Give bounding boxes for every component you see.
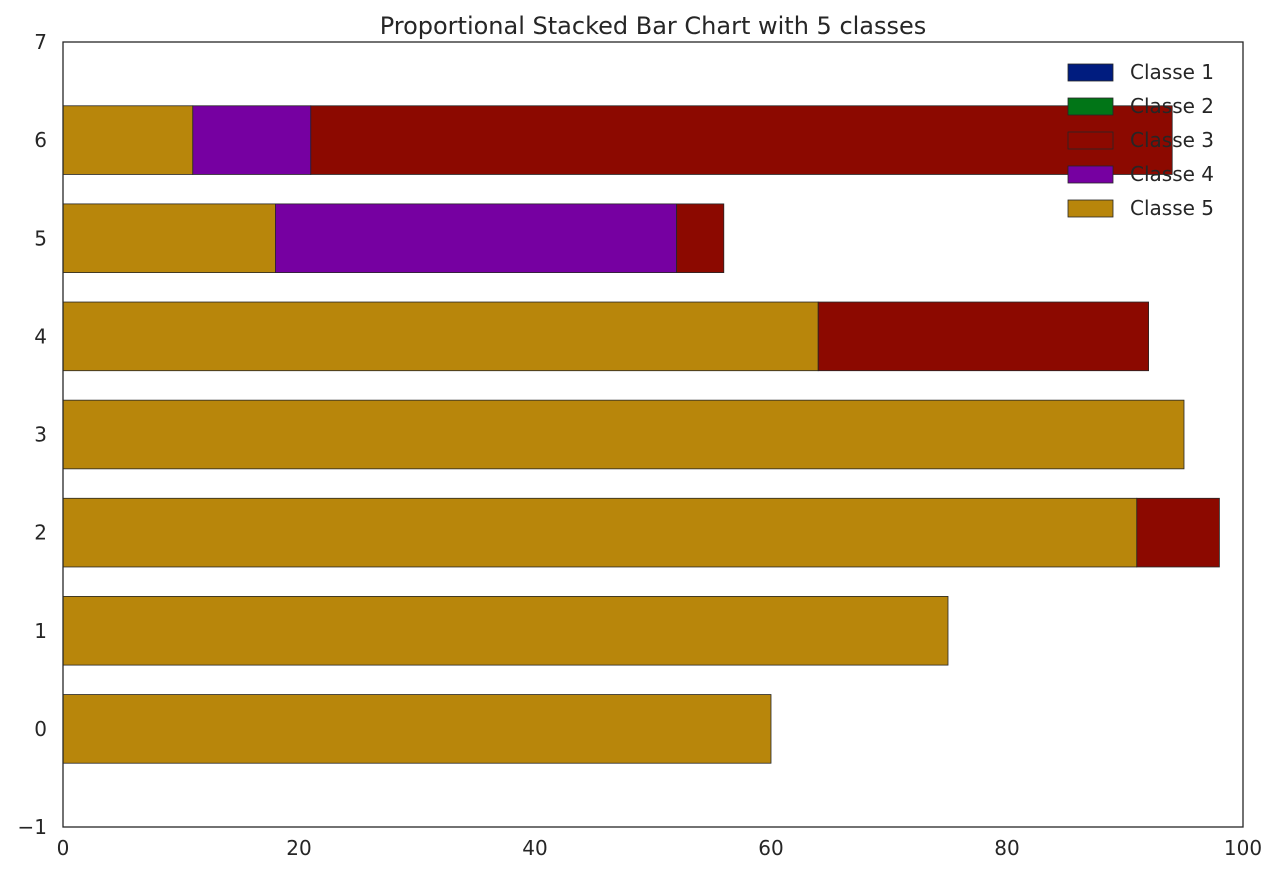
legend-label: Classe 2 <box>1130 94 1214 118</box>
bar-3-classe-5 <box>62 399 1185 470</box>
bar-2-classe-5 <box>62 497 1138 568</box>
chart-title: Proportional Stacked Bar Chart with 5 cl… <box>380 12 927 40</box>
y-tick-label: 6 <box>34 128 47 152</box>
x-tick-label: 40 <box>522 836 547 860</box>
y-tick-label: 0 <box>34 717 47 741</box>
legend-swatch <box>1067 97 1114 116</box>
bar-0-classe-5 <box>62 694 772 764</box>
x-tick-label: 80 <box>994 836 1019 860</box>
x-tick-label: 20 <box>286 836 311 860</box>
bar-4-classe-3 <box>817 301 1150 372</box>
x-tick-label: 100 <box>1224 836 1262 860</box>
legend: Classe 1 Classe 2 Classe 3 Classe 4 Classe 5 <box>1067 60 1214 220</box>
legend-label: Classe 5 <box>1130 196 1214 220</box>
x-tick-label: 0 <box>57 836 70 860</box>
y-tick-label: −1 <box>18 815 47 839</box>
bar-4-classe-5 <box>62 301 819 372</box>
legend-swatch <box>1067 199 1114 218</box>
bar-2-classe-3 <box>1136 497 1220 568</box>
bar-6-classe-3 <box>310 105 1173 175</box>
x-axis-ticks: 0 20 40 60 80 100 <box>57 836 1262 860</box>
y-tick-label: 7 <box>34 30 47 54</box>
legend-swatch <box>1067 165 1114 184</box>
bar-1-classe-5 <box>62 596 949 666</box>
bar-5-classe-3 <box>676 203 725 273</box>
plot-frame <box>62 41 1244 828</box>
legend-label: Classe 4 <box>1130 162 1214 186</box>
bar-6-classe-5 <box>62 105 194 175</box>
y-tick-label: 1 <box>34 619 47 643</box>
legend-swatch <box>1067 63 1114 82</box>
bar-5-classe-4 <box>274 203 678 273</box>
bar-5-classe-5 <box>62 203 276 273</box>
y-tick-label: 2 <box>34 521 47 545</box>
x-tick-label: 60 <box>758 836 783 860</box>
legend-swatch <box>1067 131 1114 150</box>
bars-layer <box>62 105 1220 764</box>
y-tick-label: 3 <box>34 423 47 447</box>
legend-label: Classe 3 <box>1130 128 1214 152</box>
bar-6-classe-4 <box>192 105 312 175</box>
legend-label: Classe 1 <box>1130 60 1214 84</box>
y-tick-label: 5 <box>34 226 47 250</box>
y-axis-ticks: −1 0 1 2 3 4 5 6 7 <box>18 30 47 839</box>
y-tick-label: 4 <box>34 324 47 348</box>
